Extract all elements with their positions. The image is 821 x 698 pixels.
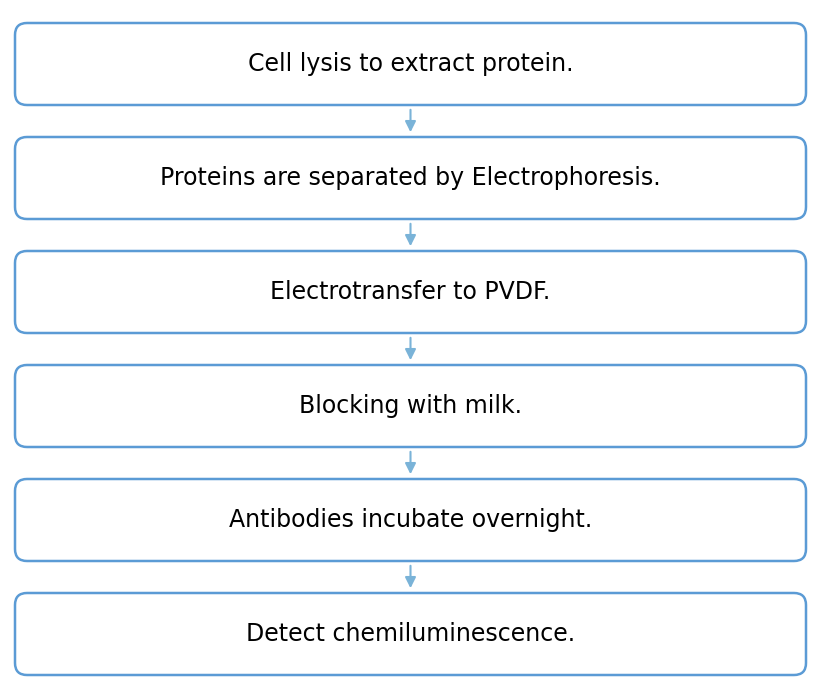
FancyBboxPatch shape xyxy=(15,137,806,219)
FancyBboxPatch shape xyxy=(15,23,806,105)
Text: Electrotransfer to PVDF.: Electrotransfer to PVDF. xyxy=(270,280,551,304)
FancyBboxPatch shape xyxy=(15,365,806,447)
FancyBboxPatch shape xyxy=(15,479,806,561)
FancyBboxPatch shape xyxy=(15,251,806,333)
Text: Detect chemiluminescence.: Detect chemiluminescence. xyxy=(246,622,575,646)
Text: Antibodies incubate overnight.: Antibodies incubate overnight. xyxy=(229,508,592,532)
Text: Cell lysis to extract protein.: Cell lysis to extract protein. xyxy=(248,52,573,76)
Text: Blocking with milk.: Blocking with milk. xyxy=(299,394,522,418)
FancyBboxPatch shape xyxy=(15,593,806,675)
Text: Proteins are separated by Electrophoresis.: Proteins are separated by Electrophoresi… xyxy=(160,166,661,190)
